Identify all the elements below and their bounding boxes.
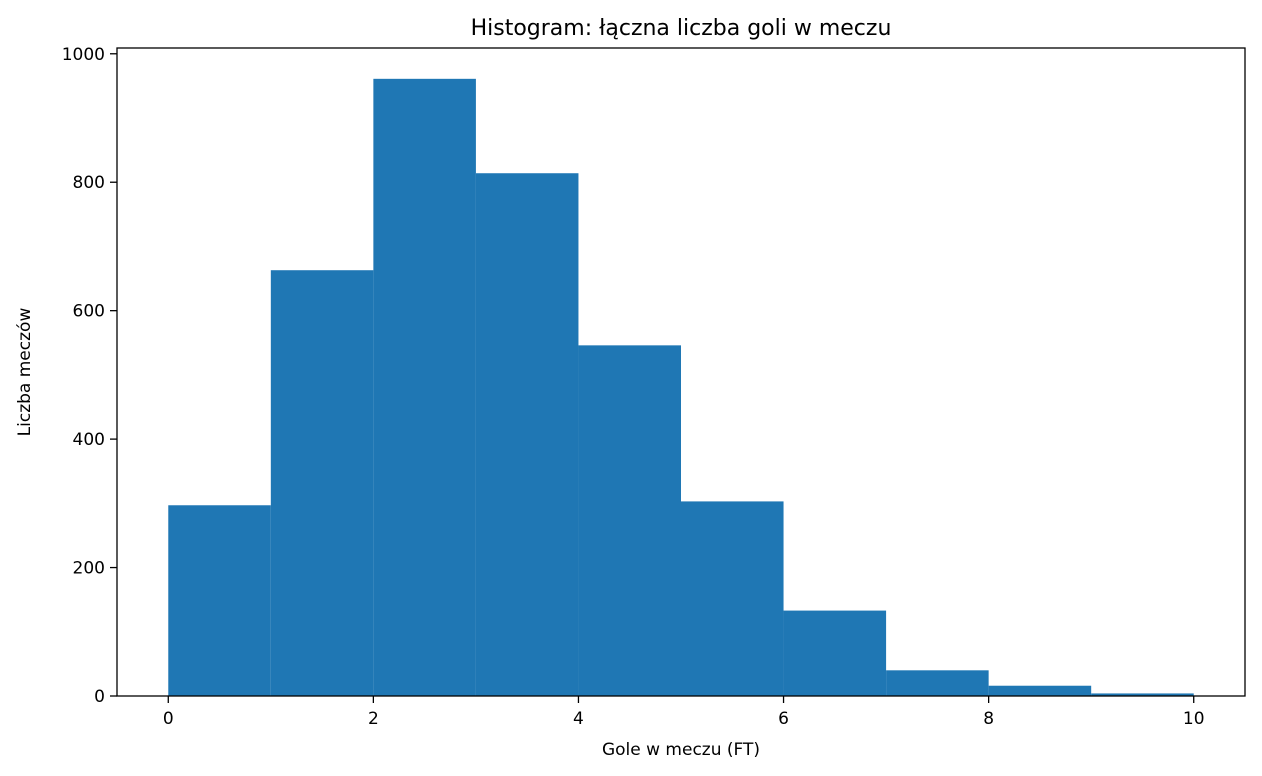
y-tick-label-1: 200 [73,559,105,579]
histogram-bar-6 [783,610,887,696]
histogram-bar-8 [988,685,1092,696]
y-axis-ticks: 0 200 400 600 800 1000 [62,45,117,707]
bars-group [168,78,1194,697]
x-tick-label-3: 6 [778,709,789,729]
y-tick-label-2: 400 [73,430,105,450]
plot-frame [116,47,1246,697]
y-tick-label-0: 0 [94,687,105,707]
y-axis-label: Liczba meczów [15,308,35,437]
histogram-bar-1 [270,270,374,696]
histogram-bar-7 [886,670,989,696]
histogram-bar-4 [578,345,681,696]
histogram-bar-3 [475,173,579,696]
x-tick-label-4: 8 [983,709,994,729]
chart-title: Histogram: łączna liczba goli w meczu [471,16,892,41]
histogram-bar-5 [681,501,784,696]
histogram-bar-9 [1091,693,1194,696]
x-axis-label: Gole w meczu (FT) [602,740,760,760]
y-tick-label-3: 600 [73,302,105,322]
y-tick-label-4: 800 [73,173,105,193]
x-axis-ticks: 0 2 4 6 8 10 [163,696,1205,729]
histogram-bar-2 [373,78,476,697]
x-tick-label-1: 2 [368,709,379,729]
x-tick-label-0: 0 [163,709,174,729]
x-tick-label-2: 4 [573,709,584,729]
x-tick-label-5: 10 [1183,709,1205,729]
histogram-bar-0 [168,505,271,696]
y-tick-label-5: 1000 [62,45,105,65]
